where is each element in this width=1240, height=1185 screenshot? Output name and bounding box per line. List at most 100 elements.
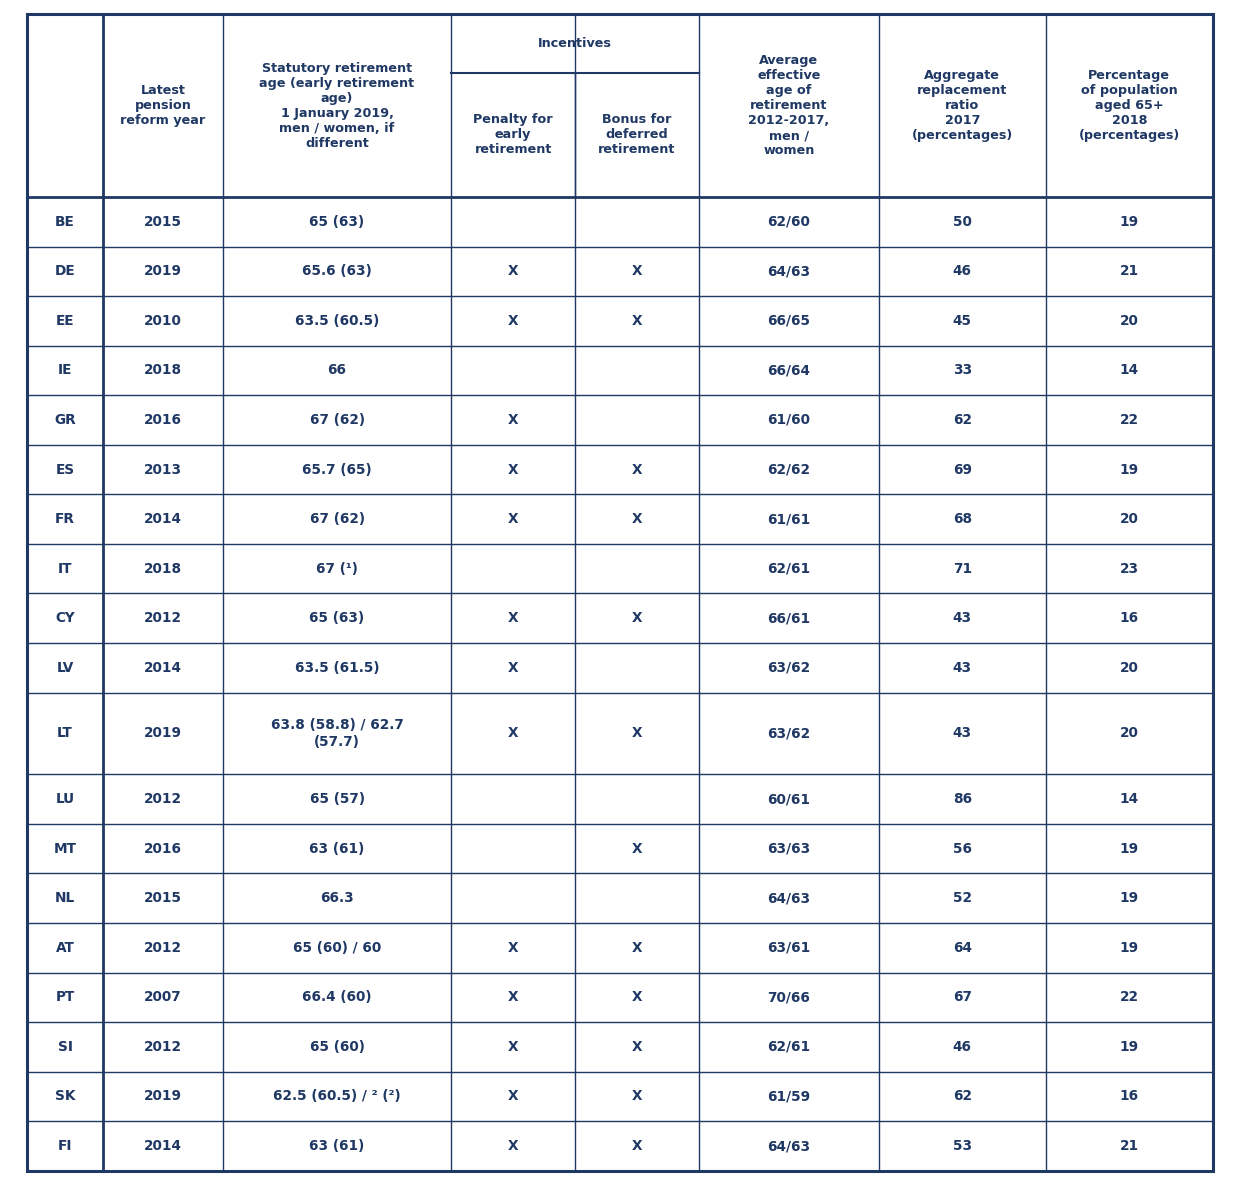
Text: 46: 46 xyxy=(952,264,972,278)
Text: 19: 19 xyxy=(1120,462,1138,476)
Text: 20: 20 xyxy=(1120,314,1138,328)
Text: 63/62: 63/62 xyxy=(768,661,811,674)
Text: 2014: 2014 xyxy=(144,512,182,526)
Text: 2018: 2018 xyxy=(144,364,182,377)
Text: 62/60: 62/60 xyxy=(768,214,810,229)
Text: Aggregate
replacement
ratio
2017
(percentages): Aggregate replacement ratio 2017 (percen… xyxy=(911,69,1013,142)
Text: 66/61: 66/61 xyxy=(768,611,811,626)
Text: 66/64: 66/64 xyxy=(768,364,811,377)
Text: 45: 45 xyxy=(952,314,972,328)
Text: 2016: 2016 xyxy=(144,841,182,856)
Text: SK: SK xyxy=(55,1089,76,1103)
Text: 63/62: 63/62 xyxy=(768,726,811,741)
Text: 67 (62): 67 (62) xyxy=(310,412,365,427)
Text: 66.4 (60): 66.4 (60) xyxy=(303,991,372,1005)
Text: 2007: 2007 xyxy=(144,991,182,1005)
Text: X: X xyxy=(508,314,518,328)
Text: LV: LV xyxy=(57,661,73,674)
Text: 21: 21 xyxy=(1120,264,1138,278)
Text: 67 (62): 67 (62) xyxy=(310,512,365,526)
Text: 62.5 (60.5) / ² (²): 62.5 (60.5) / ² (²) xyxy=(273,1089,401,1103)
Text: 63.5 (60.5): 63.5 (60.5) xyxy=(295,314,379,328)
Text: 20: 20 xyxy=(1120,726,1138,741)
Text: 43: 43 xyxy=(952,726,972,741)
Text: 70/66: 70/66 xyxy=(768,991,810,1005)
Text: 2012: 2012 xyxy=(144,611,182,626)
Text: X: X xyxy=(508,412,518,427)
Text: SI: SI xyxy=(57,1040,73,1053)
Text: 67: 67 xyxy=(952,991,972,1005)
Text: DE: DE xyxy=(55,264,76,278)
Text: FI: FI xyxy=(58,1139,72,1153)
Text: IE: IE xyxy=(58,364,72,377)
Text: X: X xyxy=(631,1139,642,1153)
Text: BE: BE xyxy=(56,214,74,229)
Text: 2014: 2014 xyxy=(144,661,182,674)
Text: 62/62: 62/62 xyxy=(768,462,811,476)
Text: 2010: 2010 xyxy=(144,314,182,328)
Text: Latest
pension
reform year: Latest pension reform year xyxy=(120,84,206,127)
Text: Incentives: Incentives xyxy=(538,37,613,50)
Text: FR: FR xyxy=(55,512,76,526)
Text: Percentage
of population
aged 65+
2018
(percentages): Percentage of population aged 65+ 2018 (… xyxy=(1079,69,1180,142)
Text: 14: 14 xyxy=(1120,364,1138,377)
Text: 64: 64 xyxy=(952,941,972,955)
Text: GR: GR xyxy=(55,412,76,427)
Text: X: X xyxy=(631,264,642,278)
Text: 2019: 2019 xyxy=(144,1089,182,1103)
Text: 16: 16 xyxy=(1120,1089,1138,1103)
Text: 2015: 2015 xyxy=(144,214,182,229)
Text: 63/63: 63/63 xyxy=(768,841,811,856)
Text: 62/61: 62/61 xyxy=(768,1040,811,1053)
Text: 19: 19 xyxy=(1120,214,1138,229)
Text: MT: MT xyxy=(53,841,77,856)
Text: 2014: 2014 xyxy=(144,1139,182,1153)
Text: 20: 20 xyxy=(1120,512,1138,526)
Text: X: X xyxy=(631,841,642,856)
Text: X: X xyxy=(508,512,518,526)
Text: 62: 62 xyxy=(952,1089,972,1103)
Text: 33: 33 xyxy=(952,364,972,377)
Text: IT: IT xyxy=(58,562,72,576)
Text: 43: 43 xyxy=(952,661,972,674)
Text: X: X xyxy=(631,611,642,626)
Text: X: X xyxy=(631,462,642,476)
Text: 19: 19 xyxy=(1120,941,1138,955)
Text: 71: 71 xyxy=(952,562,972,576)
Text: 2015: 2015 xyxy=(144,891,182,905)
Text: X: X xyxy=(508,1089,518,1103)
Text: 43: 43 xyxy=(952,611,972,626)
Text: X: X xyxy=(508,941,518,955)
Text: Statutory retirement
age (early retirement
age)
1 January 2019,
men / women, if
: Statutory retirement age (early retireme… xyxy=(259,62,414,149)
Text: LT: LT xyxy=(57,726,73,741)
Text: 61/60: 61/60 xyxy=(768,412,811,427)
Text: 2013: 2013 xyxy=(144,462,182,476)
Text: X: X xyxy=(631,512,642,526)
Text: X: X xyxy=(631,314,642,328)
Text: 86: 86 xyxy=(952,792,972,806)
Text: 56: 56 xyxy=(952,841,972,856)
Text: Bonus for
deferred
retirement: Bonus for deferred retirement xyxy=(598,114,676,156)
Text: Penalty for
early
retirement: Penalty for early retirement xyxy=(474,114,553,156)
Text: 62: 62 xyxy=(952,412,972,427)
Text: 65.7 (65): 65.7 (65) xyxy=(303,462,372,476)
Text: 46: 46 xyxy=(952,1040,972,1053)
Text: LU: LU xyxy=(56,792,74,806)
Text: PT: PT xyxy=(56,991,74,1005)
Text: X: X xyxy=(508,726,518,741)
Text: 14: 14 xyxy=(1120,792,1138,806)
Text: 2019: 2019 xyxy=(144,726,182,741)
Text: 19: 19 xyxy=(1120,841,1138,856)
Text: 21: 21 xyxy=(1120,1139,1138,1153)
Text: X: X xyxy=(631,941,642,955)
Text: X: X xyxy=(508,462,518,476)
Text: X: X xyxy=(631,1040,642,1053)
Text: X: X xyxy=(508,991,518,1005)
Text: 66: 66 xyxy=(327,364,346,377)
Text: 23: 23 xyxy=(1120,562,1138,576)
Text: 69: 69 xyxy=(952,462,972,476)
Text: 2012: 2012 xyxy=(144,792,182,806)
Text: 64/63: 64/63 xyxy=(768,891,811,905)
Text: CY: CY xyxy=(56,611,74,626)
Text: 63/61: 63/61 xyxy=(768,941,811,955)
